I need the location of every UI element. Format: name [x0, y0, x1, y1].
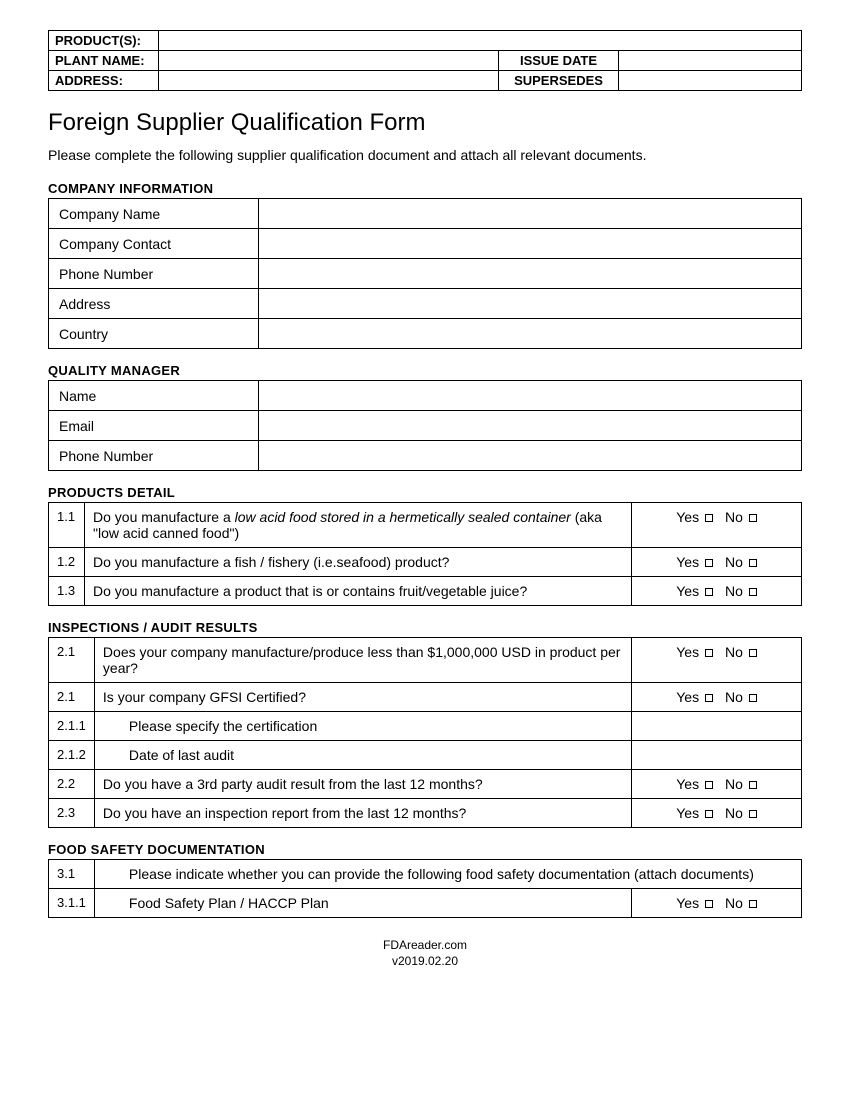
checkbox-icon [749, 559, 757, 567]
section-company-title: COMPANY INFORMATION [48, 181, 802, 196]
company-phone-input[interactable] [259, 259, 802, 289]
q-2-3-yn[interactable]: Yes No [632, 799, 802, 828]
footer: FDAreader.com v2019.02.20 [48, 938, 802, 969]
audit-table: 2.1 Does your company manufacture/produc… [48, 637, 802, 828]
checkbox-icon [705, 514, 713, 522]
q-2-1b-num: 2.1 [49, 683, 95, 712]
checkbox-icon [705, 649, 713, 657]
section-products-title: PRODUCTS DETAIL [48, 485, 802, 500]
q-2-1a-yn[interactable]: Yes No [632, 638, 802, 683]
company-address-label: Address [49, 289, 259, 319]
qm-name-label: Name [49, 381, 259, 411]
q-3-1-1-yn[interactable]: Yes No [632, 889, 802, 918]
q-1-1-yn[interactable]: Yes No [632, 503, 802, 548]
q-2-1-1-input[interactable] [632, 712, 802, 741]
q-3-1-text: Please indicate whether you can provide … [94, 860, 801, 889]
q-2-1-2-num: 2.1.2 [49, 741, 95, 770]
quality-table: Name Email Phone Number [48, 380, 802, 471]
company-country-label: Country [49, 319, 259, 349]
checkbox-icon [705, 810, 713, 818]
q-2-1a-text: Does your company manufacture/produce le… [94, 638, 631, 683]
value-supersedes[interactable] [619, 71, 802, 91]
footer-line1: FDAreader.com [48, 938, 802, 954]
qm-phone-label: Phone Number [49, 441, 259, 471]
checkbox-icon [749, 649, 757, 657]
q-2-1-2-text: Date of last audit [94, 741, 631, 770]
q-3-1-1-num: 3.1.1 [49, 889, 95, 918]
checkbox-icon [705, 694, 713, 702]
label-supersedes: SUPERSEDES [499, 71, 619, 91]
q-1-3-text: Do you manufacture a product that is or … [85, 577, 632, 606]
section-audit-title: INSPECTIONS / AUDIT RESULTS [48, 620, 802, 635]
footer-line2: v2019.02.20 [48, 954, 802, 970]
q-2-1a-num: 2.1 [49, 638, 95, 683]
qm-phone-input[interactable] [259, 441, 802, 471]
q-2-1b-text: Is your company GFSI Certified? [94, 683, 631, 712]
q-1-3-yn[interactable]: Yes No [632, 577, 802, 606]
value-products[interactable] [159, 31, 802, 51]
label-issue-date: ISSUE DATE [499, 51, 619, 71]
company-contact-input[interactable] [259, 229, 802, 259]
q-1-1-text: Do you manufacture a low acid food store… [85, 503, 632, 548]
qm-email-label: Email [49, 411, 259, 441]
company-phone-label: Phone Number [49, 259, 259, 289]
q-1-2-yn[interactable]: Yes No [632, 548, 802, 577]
q-2-1-1-text: Please specify the certification [94, 712, 631, 741]
value-issue-date[interactable] [619, 51, 802, 71]
checkbox-icon [749, 514, 757, 522]
checkbox-icon [705, 559, 713, 567]
value-plant[interactable] [159, 51, 499, 71]
company-address-input[interactable] [259, 289, 802, 319]
qm-name-input[interactable] [259, 381, 802, 411]
checkbox-icon [749, 588, 757, 596]
q-1-2-num: 1.2 [49, 548, 85, 577]
q-2-3-num: 2.3 [49, 799, 95, 828]
header-table: PRODUCT(S): PLANT NAME: ISSUE DATE ADDRE… [48, 30, 802, 91]
q-2-1-1-num: 2.1.1 [49, 712, 95, 741]
products-table: 1.1 Do you manufacture a low acid food s… [48, 502, 802, 606]
qm-email-input[interactable] [259, 411, 802, 441]
foodsafety-table: 3.1 Please indicate whether you can prov… [48, 859, 802, 918]
company-country-input[interactable] [259, 319, 802, 349]
q-2-2-num: 2.2 [49, 770, 95, 799]
label-plant: PLANT NAME: [49, 51, 159, 71]
q-2-2-text: Do you have a 3rd party audit result fro… [94, 770, 631, 799]
q-2-1b-yn[interactable]: Yes No [632, 683, 802, 712]
checkbox-icon [705, 781, 713, 789]
q-2-3-text: Do you have an inspection report from th… [94, 799, 631, 828]
section-foodsafety-title: FOOD SAFETY DOCUMENTATION [48, 842, 802, 857]
checkbox-icon [705, 900, 713, 908]
q-1-2-text: Do you manufacture a fish / fishery (i.e… [85, 548, 632, 577]
company-contact-label: Company Contact [49, 229, 259, 259]
q-1-1-num: 1.1 [49, 503, 85, 548]
section-quality-title: QUALITY MANAGER [48, 363, 802, 378]
intro-text: Please complete the following supplier q… [48, 147, 802, 163]
q-3-1-1-text: Food Safety Plan / HACCP Plan [94, 889, 631, 918]
label-products: PRODUCT(S): [49, 31, 159, 51]
q-1-3-num: 1.3 [49, 577, 85, 606]
q-2-2-yn[interactable]: Yes No [632, 770, 802, 799]
checkbox-icon [749, 900, 757, 908]
page-title: Foreign Supplier Qualification Form [48, 109, 802, 137]
value-address[interactable] [159, 71, 499, 91]
checkbox-icon [749, 694, 757, 702]
checkbox-icon [749, 810, 757, 818]
q-3-1-num: 3.1 [49, 860, 95, 889]
company-name-input[interactable] [259, 199, 802, 229]
q-2-1-2-input[interactable] [632, 741, 802, 770]
checkbox-icon [749, 781, 757, 789]
company-name-label: Company Name [49, 199, 259, 229]
company-table: Company Name Company Contact Phone Numbe… [48, 198, 802, 349]
label-address: ADDRESS: [49, 71, 159, 91]
checkbox-icon [705, 588, 713, 596]
